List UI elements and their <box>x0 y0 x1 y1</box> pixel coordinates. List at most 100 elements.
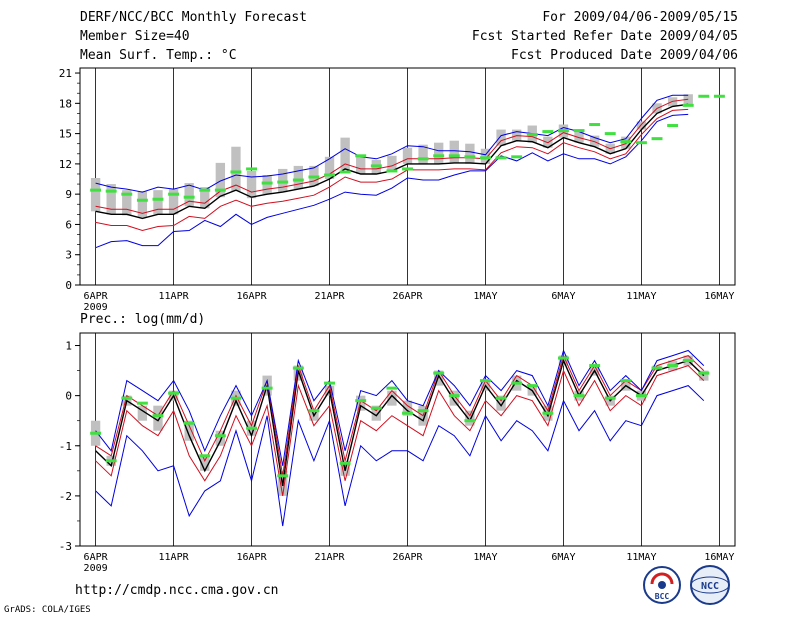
y-tick-label: 21 <box>59 67 72 80</box>
series-maximum <box>95 349 705 466</box>
spread-box <box>418 144 428 164</box>
series-minimum <box>95 113 689 249</box>
series-ensemble-mean <box>95 358 705 487</box>
x-tick-label: 6APR <box>84 552 109 563</box>
panel-precipitation: Prec.: log(mm/d) 6APR 11APR 16APR 21APR 26APR… <box>59 312 736 574</box>
y-tick-label: 1 <box>65 340 72 353</box>
spread-box <box>231 146 241 192</box>
y-tick-label: 0 <box>65 390 72 403</box>
spread-box <box>402 400 413 416</box>
spread-box <box>449 140 459 163</box>
spread-box <box>496 395 506 411</box>
produced-date: Fcst Produced Date 2009/04/06 <box>511 48 738 63</box>
x-tick-label: 6MAY <box>551 291 575 302</box>
x-tick-label: 16MAY <box>704 552 734 563</box>
x-tick-label: 6APR <box>84 291 109 302</box>
bcc-logo: BCC <box>643 566 681 604</box>
y-tick-label: 6 <box>65 218 72 231</box>
spread-box <box>184 183 194 207</box>
ncc-logo-text: NCC <box>701 581 719 592</box>
spread-box <box>356 395 366 411</box>
spread-box <box>278 168 288 193</box>
bcc-logo-dot <box>658 581 666 589</box>
spread-box <box>465 410 475 426</box>
series-minimum <box>95 385 705 527</box>
y-tick-label: 15 <box>59 128 72 141</box>
spread-box <box>496 129 506 146</box>
chart-title: DERF/NCC/BCC Monthly Forecast <box>80 10 307 25</box>
y-tick-label: 0 <box>65 279 72 292</box>
spread-box <box>589 135 600 147</box>
ncc-logo: NCC <box>690 565 730 605</box>
x-tick-label: 11MAY <box>626 552 656 563</box>
spread-box <box>371 405 381 421</box>
x-tick-label: 11MAY <box>626 291 656 302</box>
spread-box <box>106 184 116 215</box>
spread-box <box>122 190 132 216</box>
spread-box <box>137 405 148 421</box>
spread-box <box>293 165 304 190</box>
x-tick-label: 26APR <box>392 552 423 563</box>
panel-temperature: 6APR 11APR 16APR 21APR 26APR 1MAY 6MAY 11MAY 16M… <box>59 67 736 313</box>
spread-box <box>262 174 272 195</box>
spread-box <box>168 189 179 215</box>
x-year-label: 2009 <box>84 302 108 313</box>
y-tick-label: 18 <box>59 97 72 110</box>
y-tick-label: 12 <box>59 158 72 171</box>
variable-label: Mean Surf. Temp.: °C <box>80 48 237 63</box>
spread-box <box>387 155 397 171</box>
ncc-logo-orbit <box>690 576 730 594</box>
spread-box <box>434 370 444 386</box>
spread-box <box>480 148 491 164</box>
spread-box <box>184 420 194 441</box>
spread-box <box>90 178 101 212</box>
forecast-period: For 2009/04/06-2009/05/15 <box>542 10 738 25</box>
spread-box <box>215 162 226 198</box>
spread-box <box>153 405 163 431</box>
y-tick-label: 9 <box>65 188 72 201</box>
x-tick-label: 16APR <box>236 552 267 563</box>
spread-box <box>324 156 335 180</box>
spread-box <box>356 156 366 174</box>
x-tick-label: 11APR <box>159 552 190 563</box>
grads-credit: GrADS: COLA/IGES <box>4 605 91 615</box>
x-tick-label: 11APR <box>159 291 190 302</box>
series-mean-std <box>95 365 705 496</box>
series-mean-std <box>95 108 689 232</box>
x-tick-label: 16APR <box>236 291 267 302</box>
x-tick-label: 6MAY <box>551 552 575 563</box>
spread-box <box>465 143 475 164</box>
y-tick-label: 3 <box>65 249 72 262</box>
x-tick-label: 1MAY <box>473 552 497 563</box>
spread-box <box>387 390 397 406</box>
precip-panel-title: Prec.: log(mm/d) <box>80 312 205 327</box>
series-maximum <box>95 94 689 193</box>
spread-box <box>215 430 226 446</box>
spread-box <box>137 191 148 218</box>
spread-box <box>153 190 163 215</box>
x-tick-label: 26APR <box>392 291 423 302</box>
source-url[interactable]: http://cmdp.ncc.cma.gov.cn <box>75 583 279 598</box>
series-mean-std <box>95 98 689 214</box>
member-size-label: Member Size=40 <box>80 29 190 44</box>
spread-box <box>699 370 709 381</box>
spread-box <box>340 137 350 170</box>
spread-box <box>449 390 459 406</box>
spread-box <box>574 129 584 143</box>
x-year-label: 2009 <box>84 563 108 574</box>
refer-date: Fcst Started Refer Date 2009/04/05 <box>471 29 738 44</box>
x-tick-label: 1MAY <box>473 291 497 302</box>
x-tick-label: 16MAY <box>704 291 734 302</box>
spread-box <box>434 142 444 164</box>
y-tick-label: -2 <box>59 490 72 503</box>
spread-box <box>200 455 210 471</box>
bcc-logo-text: BCC <box>655 592 670 601</box>
y-tick-label: -1 <box>59 440 72 453</box>
x-tick-label: 21APR <box>314 291 345 302</box>
series-mean-std <box>95 354 705 476</box>
x-tick-label: 21APR <box>314 552 345 563</box>
bcc-logo-arc <box>650 572 674 585</box>
spread-box <box>402 147 413 164</box>
spread-box <box>246 170 257 199</box>
